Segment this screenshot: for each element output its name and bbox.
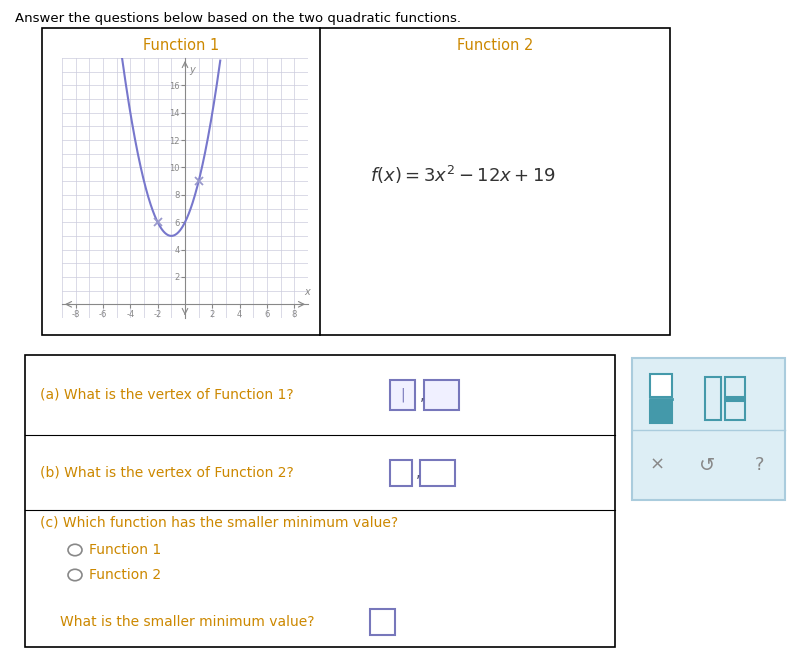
Text: What is the smaller minimum value?: What is the smaller minimum value? (60, 615, 314, 629)
Text: ,: , (416, 465, 421, 480)
Text: y: y (189, 65, 195, 75)
Text: Function 2: Function 2 (457, 38, 533, 53)
Text: $f(x) = 3x^2 - 12x + 19$: $f(x) = 3x^2 - 12x + 19$ (370, 164, 556, 186)
Text: ×: × (650, 456, 665, 474)
Text: Function 1: Function 1 (89, 543, 162, 557)
Text: ?: ? (755, 456, 765, 474)
Text: ,: , (420, 388, 425, 402)
Text: x: x (304, 288, 310, 298)
Text: (b) What is the vertex of Function 2?: (b) What is the vertex of Function 2? (40, 466, 294, 479)
Text: |: | (400, 388, 405, 402)
Text: (a) What is the vertex of Function 1?: (a) What is the vertex of Function 1? (40, 388, 294, 402)
Text: Function 2: Function 2 (89, 568, 161, 582)
Text: ↺: ↺ (699, 455, 715, 475)
Text: (c) Which function has the smaller minimum value?: (c) Which function has the smaller minim… (40, 515, 398, 529)
Text: Answer the questions below based on the two quadratic functions.: Answer the questions below based on the … (15, 12, 461, 25)
Text: Function 1: Function 1 (143, 38, 219, 53)
